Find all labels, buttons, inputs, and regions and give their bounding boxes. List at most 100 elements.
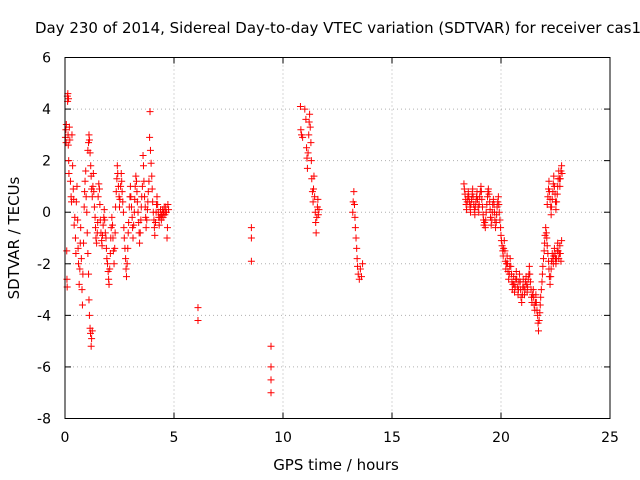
data-point [301, 105, 309, 113]
data-point [146, 108, 154, 116]
data-point [556, 182, 564, 190]
data-point [556, 242, 564, 250]
data-point [147, 159, 155, 167]
data-point [305, 118, 313, 126]
data-point [537, 286, 545, 294]
data-point [133, 177, 141, 185]
data-point [106, 265, 114, 273]
data-point [81, 188, 89, 196]
data-point [484, 185, 492, 193]
data-point [194, 304, 202, 312]
data-point [552, 206, 560, 214]
data-point [532, 291, 540, 299]
y-tick-labels: -8 -6 -4 -2 0 2 4 6 [37, 51, 51, 428]
data-point [532, 298, 540, 306]
data-point [482, 208, 490, 216]
data-point [139, 151, 147, 159]
data-point [489, 195, 497, 203]
data-point [305, 131, 313, 139]
data-point [306, 123, 314, 131]
y-tick-label: 4 [42, 102, 51, 118]
data-point [352, 234, 360, 242]
y-tick-label: 0 [42, 205, 51, 221]
data-point [122, 265, 130, 273]
data-point [98, 242, 106, 250]
data-point [165, 206, 173, 214]
y-tick-label: -6 [37, 360, 51, 376]
data-point [496, 216, 504, 224]
data-point [118, 177, 126, 185]
data-point [84, 249, 92, 257]
data-point [120, 234, 128, 242]
data-point [151, 219, 159, 227]
data-point [145, 177, 153, 185]
data-point [95, 185, 103, 193]
data-point [558, 162, 566, 170]
data-point [537, 293, 545, 301]
data-point [353, 255, 361, 263]
data-point [492, 219, 500, 227]
data-point [83, 208, 91, 216]
data-point [116, 203, 123, 211]
data-point [518, 298, 526, 306]
data-point [80, 239, 88, 247]
data-point [77, 224, 85, 232]
data-points [61, 90, 566, 397]
data-point [75, 260, 83, 268]
data-point [86, 149, 94, 157]
data-point [63, 247, 71, 255]
data-point [535, 317, 543, 325]
data-point [111, 229, 119, 237]
data-point [65, 157, 73, 165]
data-point [129, 234, 137, 242]
data-point [100, 206, 108, 214]
data-point [475, 208, 483, 216]
data-point [545, 177, 553, 185]
data-point [154, 200, 162, 208]
data-point [155, 221, 163, 229]
data-point [495, 208, 503, 216]
data-point [118, 188, 126, 196]
data-point [71, 234, 79, 242]
data-point [466, 208, 474, 216]
data-point [125, 219, 133, 227]
data-point [543, 242, 551, 250]
data-point [96, 200, 104, 208]
data-point [543, 234, 551, 242]
data-point [104, 260, 112, 268]
data-point [150, 224, 158, 232]
data-point [304, 149, 312, 157]
data-point [119, 208, 127, 216]
x-tick-label: 5 [170, 430, 179, 446]
data-point [310, 172, 318, 180]
data-point [85, 311, 93, 319]
data-point [89, 170, 97, 178]
data-point [314, 211, 322, 219]
data-point [65, 123, 73, 131]
data-point [143, 206, 151, 214]
data-point [81, 177, 89, 185]
data-point [556, 249, 564, 257]
data-point [526, 270, 534, 278]
data-point [540, 255, 548, 263]
data-point [64, 90, 72, 98]
data-point [267, 363, 275, 371]
data-point [312, 219, 320, 227]
data-point [356, 265, 364, 273]
data-point [163, 234, 171, 242]
data-point [148, 185, 156, 193]
data-point [247, 234, 255, 242]
data-point [547, 265, 555, 273]
data-point [529, 286, 537, 294]
data-point [73, 182, 81, 190]
data-point [99, 221, 107, 229]
data-point [267, 376, 275, 384]
data-point [548, 203, 556, 211]
data-point [558, 170, 566, 178]
data-point [75, 280, 83, 288]
data-point [349, 208, 357, 216]
data-point [128, 213, 136, 221]
data-point [102, 244, 110, 252]
data-point [501, 247, 509, 255]
data-point [69, 162, 77, 170]
